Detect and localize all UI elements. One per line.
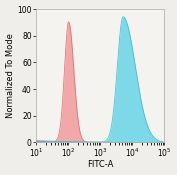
X-axis label: FITC-A: FITC-A — [87, 160, 113, 169]
Y-axis label: Normalized To Mode: Normalized To Mode — [5, 33, 15, 118]
